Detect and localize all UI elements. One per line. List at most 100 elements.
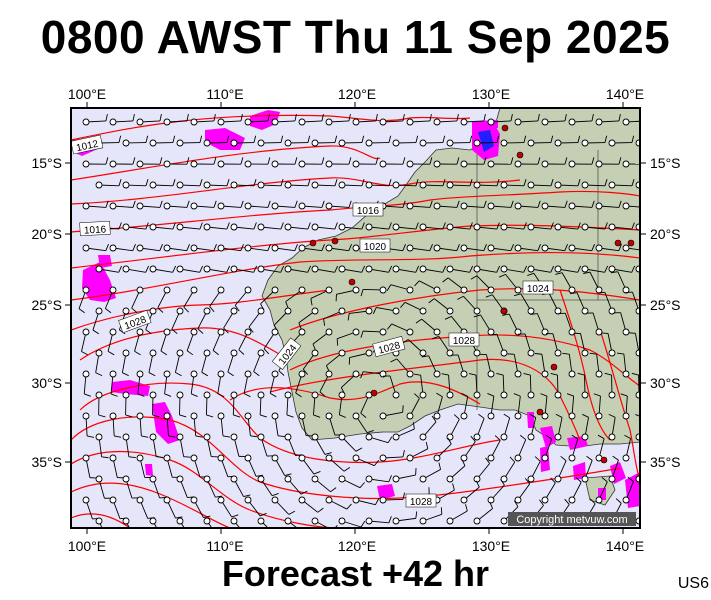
- wind-barb-station: [460, 370, 468, 378]
- wind-barb-station: [298, 160, 306, 168]
- wind-barb-feather: [114, 435, 122, 438]
- wind-barb-station: [163, 412, 171, 420]
- wind-barb-feather: [226, 265, 231, 273]
- wind-barb-feather: [175, 372, 182, 377]
- wind-barb-feather: [402, 492, 406, 500]
- wind-barb-feather: [507, 353, 515, 355]
- wind-barb-station: [379, 118, 387, 126]
- wind-barb-station: [500, 391, 508, 399]
- wind-barb-feather: [259, 512, 267, 517]
- wind-barb-station: [271, 202, 279, 210]
- wind-barb-station: [122, 433, 130, 441]
- wind-barb-feather: [494, 435, 501, 441]
- wind-barb-station: [298, 328, 306, 336]
- wind-barb-feather: [280, 135, 284, 143]
- wind-barb-station: [514, 328, 522, 336]
- wind-barb-station: [473, 391, 481, 399]
- wind-barb-station: [541, 118, 549, 126]
- wind-barb-station: [122, 391, 130, 399]
- wind-barb-feather: [530, 313, 538, 315]
- wind-barb-feather: [456, 244, 460, 251]
- wind-barb-feather: [582, 413, 589, 418]
- wind-barb-feather: [510, 113, 513, 122]
- lat-label: 30°S: [31, 375, 62, 391]
- wind-barb-feather: [432, 335, 439, 340]
- wind-barb-station: [298, 412, 306, 420]
- wind-barb-feather: [118, 135, 122, 143]
- wind-barb-feather: [461, 459, 466, 466]
- wind-barb-station: [608, 475, 616, 483]
- wind-barb-feather: [240, 200, 244, 208]
- wind-barb-feather: [566, 393, 574, 397]
- wind-barb-feather: [323, 318, 326, 326]
- wind-barb-feather: [186, 157, 190, 165]
- wind-barb-feather: [217, 393, 225, 398]
- lat-labels-left: 15°S 20°S 25°S 30°S 35°S: [31, 155, 62, 470]
- wind-barb-feather: [280, 265, 285, 273]
- wind-barb-feather: [635, 414, 640, 417]
- wind-barbs: [78, 113, 649, 539]
- wind-barb-station: [581, 349, 589, 357]
- wind-barb-feather: [81, 351, 88, 356]
- wind-barb-feather: [359, 482, 365, 488]
- wind-barb-station: [203, 433, 211, 441]
- wind-barb-feather: [280, 222, 284, 230]
- wind-barb-station: [622, 118, 630, 126]
- wind-barb-feather: [473, 314, 481, 318]
- wind-barb-station: [433, 202, 441, 210]
- wind-barb-feather: [523, 178, 527, 186]
- wind-barb-feather: [360, 371, 364, 379]
- wind-barb-staff: [638, 184, 640, 186]
- wind-barb-station: [257, 433, 265, 441]
- wind-barb-station: [365, 475, 373, 483]
- wind-barb-station: [352, 454, 360, 462]
- wind-barb-feather: [646, 201, 648, 208]
- wind-barb-station: [149, 307, 157, 315]
- wind-barb-feather: [421, 355, 429, 358]
- wind-barb-feather: [310, 298, 313, 306]
- wind-barb-station: [527, 181, 535, 189]
- lon-label: 140°E: [606, 538, 644, 554]
- wind-barb-feather: [157, 307, 164, 313]
- wind-barb-station: [352, 160, 360, 168]
- wind-barb-feather: [523, 265, 528, 273]
- wind-barb-feather: [162, 537, 169, 539]
- wind-barb-feather: [469, 265, 474, 273]
- wind-barb-feather: [388, 178, 392, 186]
- lat-label: 25°S: [31, 297, 62, 313]
- wind-barb-feather: [307, 178, 311, 186]
- wind-barb-station: [230, 475, 238, 483]
- wind-barb-feather: [92, 329, 100, 335]
- wind-barb-feather: [577, 178, 581, 186]
- wind-barb-feather: [646, 244, 649, 250]
- wind-barb-feather: [624, 434, 631, 439]
- wind-barb-feather: [361, 222, 365, 230]
- wind-barb-feather: [469, 135, 473, 143]
- wind-barb-station: [338, 391, 346, 399]
- wind-barb-station: [568, 412, 576, 420]
- wind-barb-feather: [78, 308, 85, 314]
- wind-barb-station: [217, 496, 225, 504]
- wind-barb-station: [541, 496, 549, 504]
- wind-barb-feather: [199, 222, 203, 230]
- wind-barb-station: [82, 454, 90, 462]
- wind-barb-feather: [444, 316, 452, 320]
- wind-barb-feather: [456, 157, 460, 165]
- wind-barb-feather: [539, 499, 544, 506]
- wind-barb-feather: [253, 222, 257, 230]
- wind-barb-feather: [360, 520, 366, 528]
- wind-barb-station: [487, 328, 495, 336]
- wind-barb-station: [311, 265, 319, 273]
- wind-barb-feather: [616, 352, 624, 355]
- wind-barb-station: [487, 118, 495, 126]
- wind-barb-feather: [631, 222, 635, 230]
- wind-barb-feather: [199, 178, 203, 186]
- wind-barb-station: [433, 286, 441, 294]
- wind-barb-station: [149, 517, 157, 525]
- wind-barb-station: [190, 496, 198, 504]
- wind-barb-feather: [412, 422, 415, 430]
- wind-barb-station: [95, 475, 103, 483]
- wind-barb-feather: [646, 114, 647, 121]
- isobar-label: 1012: [71, 134, 104, 155]
- wind-barb-feather: [485, 457, 490, 464]
